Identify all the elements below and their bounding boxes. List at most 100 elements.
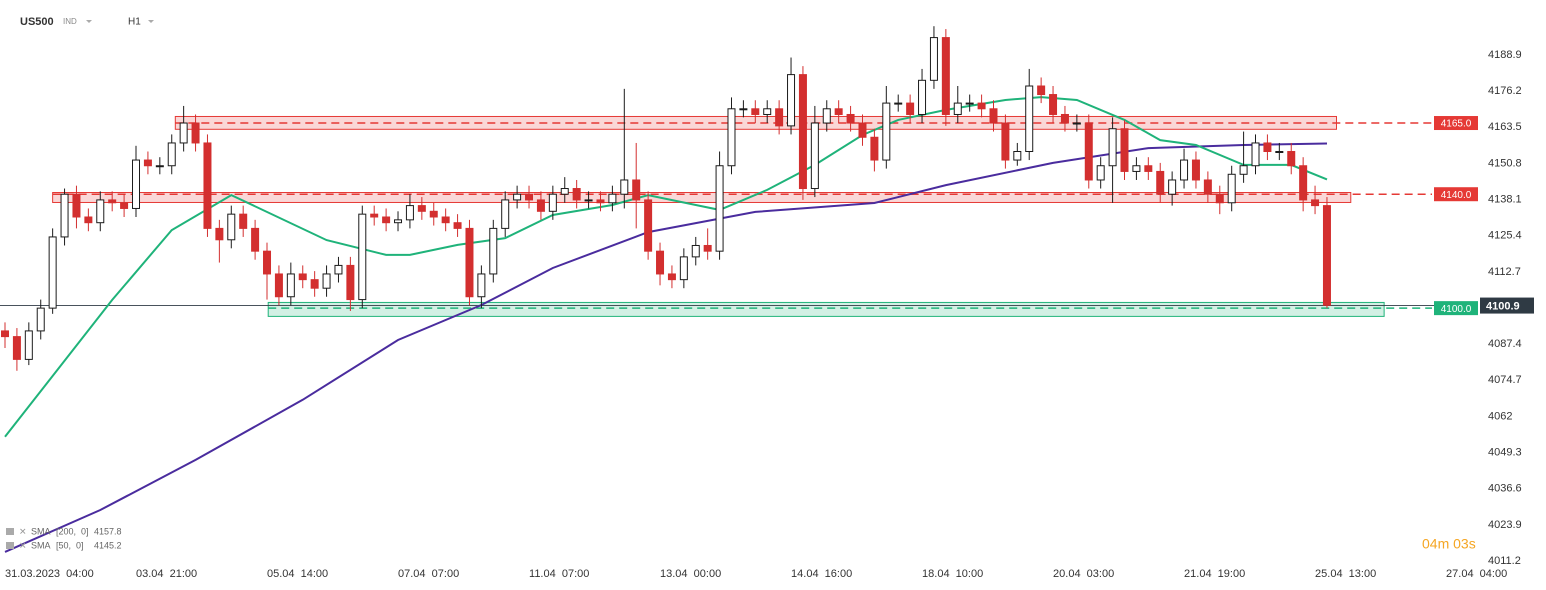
- x-tick-label: 05.04 14:00: [267, 568, 328, 580]
- level-label: 4100.0: [1441, 304, 1472, 315]
- y-tick-label: 4125.4: [1488, 230, 1522, 242]
- candle-body: [691, 244, 700, 258]
- candle-body: [477, 273, 486, 298]
- y-tick-label: 4176.2: [1488, 85, 1522, 97]
- candle-body: [596, 199, 605, 204]
- candle-body: [370, 213, 379, 218]
- candle-body: [929, 37, 938, 81]
- candle-body: [525, 193, 534, 201]
- candle-body: [810, 122, 819, 190]
- candle-body: [60, 193, 69, 238]
- candle-body: [1227, 173, 1236, 204]
- candle-body: [644, 199, 653, 252]
- candle-body: [36, 307, 45, 332]
- candle-body: [453, 222, 462, 229]
- candle-body: [1263, 142, 1272, 153]
- x-tick-label: 27.04 04:00: [1446, 568, 1507, 580]
- y-tick-label: 4049.3: [1488, 446, 1522, 458]
- level-label: 4165.0: [1441, 119, 1472, 130]
- y-tick-label: 4150.8: [1488, 157, 1522, 169]
- candle-body: [382, 216, 391, 224]
- candle-body: [239, 213, 248, 229]
- candle-body: [298, 273, 307, 281]
- y-tick-label: 4062: [1488, 410, 1512, 422]
- candle-body: [143, 159, 152, 167]
- sma-line: [4, 142, 1328, 553]
- y-tick-label: 4138.1: [1488, 194, 1522, 206]
- timeframe[interactable]: H1: [128, 17, 141, 28]
- candle-body: [203, 142, 212, 229]
- symbol[interactable]: US500: [20, 16, 54, 28]
- candle-body: [882, 102, 891, 161]
- candle-body: [417, 205, 426, 212]
- candle-body: [274, 273, 283, 298]
- candle-body: [906, 102, 915, 115]
- candle-body: [251, 227, 260, 252]
- indicator-settings-icon[interactable]: [6, 542, 14, 549]
- dropdown-arrow[interactable]: [148, 20, 154, 23]
- y-tick-label: 4112.7: [1488, 266, 1521, 278]
- candle-body: [977, 102, 986, 110]
- y-tick-label: 4011.2: [1488, 555, 1521, 567]
- candle-body: [536, 199, 545, 212]
- candle-body: [941, 37, 950, 115]
- candle-body: [1191, 159, 1200, 181]
- dropdown-arrow[interactable]: [86, 20, 92, 23]
- indicator-params: [50, 0]: [56, 540, 84, 550]
- candle-body: [763, 108, 772, 115]
- candle-body: [24, 330, 33, 360]
- sma-line: [4, 96, 1328, 438]
- level-label-box: [1434, 116, 1478, 131]
- candle-body: [727, 108, 736, 167]
- candle-body: [179, 122, 188, 144]
- candle-body: [787, 74, 796, 127]
- indicator-remove-icon: ✕: [19, 526, 27, 536]
- candle-body: [989, 108, 998, 124]
- candle-body: [513, 193, 522, 201]
- candle-body: [441, 216, 450, 224]
- candle-body: [1287, 151, 1296, 167]
- candle-body: [1144, 165, 1153, 172]
- y-tick-label: 4087.4: [1488, 338, 1522, 350]
- candle-body: [108, 199, 117, 204]
- candle-body: [751, 108, 760, 115]
- x-tick-label: 14.04 16:00: [791, 568, 852, 580]
- candle-body: [1049, 94, 1058, 115]
- candle-body: [12, 336, 21, 360]
- candle-body: [798, 74, 807, 190]
- candle-body: [1275, 151, 1284, 154]
- indicator-params: [200, 0]: [56, 526, 89, 536]
- indicator-value: 4157.8: [94, 526, 122, 536]
- candle-body: [1025, 85, 1034, 153]
- candle-body: [286, 273, 295, 298]
- candle-body: [132, 159, 141, 209]
- candle-body: [572, 188, 581, 201]
- y-tick-label: 4163.5: [1488, 121, 1522, 133]
- candle-body: [215, 227, 224, 241]
- candle-body: [1, 330, 10, 338]
- candle-body: [1299, 165, 1308, 201]
- candle-body: [1251, 142, 1260, 167]
- candle-body: [834, 108, 843, 115]
- candle-body: [310, 279, 319, 289]
- candle-body: [1072, 122, 1081, 125]
- candle-body: [739, 108, 748, 111]
- candle-body: [72, 193, 81, 218]
- candle-body: [1215, 193, 1224, 204]
- instrument-type: IND: [63, 17, 77, 26]
- candle-body: [167, 142, 176, 167]
- candle-body: [1168, 179, 1177, 195]
- candle-body: [870, 136, 879, 161]
- indicator-name: SMA: [31, 526, 51, 536]
- indicator-settings-icon[interactable]: [6, 528, 14, 535]
- x-tick-label: 20.04 03:00: [1053, 568, 1114, 580]
- candle-body: [1037, 85, 1046, 96]
- indicator-remove-icon: ✕: [19, 540, 27, 550]
- candle-body: [96, 199, 105, 224]
- candle-body: [965, 102, 974, 105]
- support-resistance-zone: [267, 301, 1385, 317]
- candle-body: [822, 108, 831, 124]
- x-tick-label: 11.04 07:00: [529, 568, 589, 580]
- candle-body: [394, 219, 403, 224]
